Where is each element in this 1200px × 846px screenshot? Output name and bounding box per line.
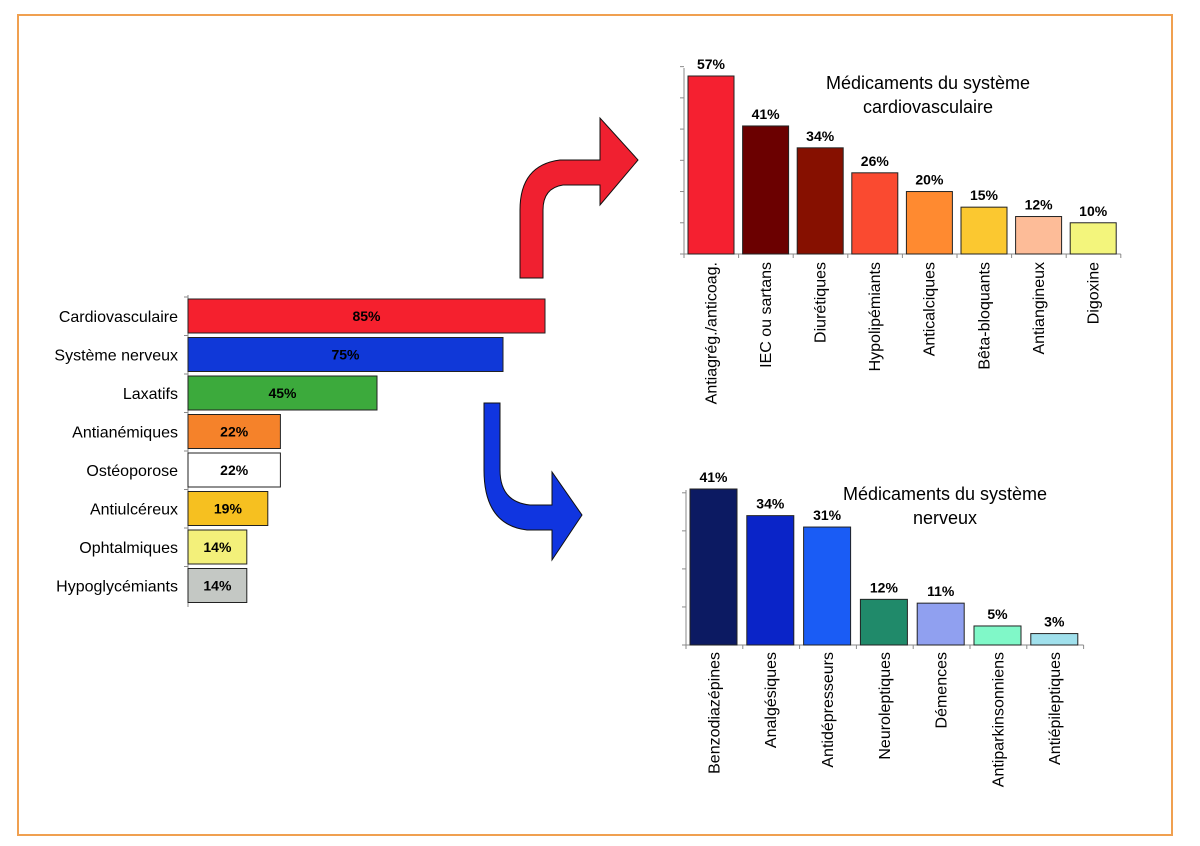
bar-value-label: 12% — [870, 579, 899, 595]
bar — [851, 172, 899, 255]
hbar-bar — [187, 568, 248, 603]
bar — [859, 598, 908, 646]
bar-value-label: 34% — [756, 496, 785, 512]
bar-value-label: 5% — [987, 606, 1008, 622]
bar-value-label: 12% — [1025, 197, 1054, 213]
bar-value-label: 11% — [927, 583, 955, 599]
bar-value-label: 41% — [699, 469, 728, 485]
hbar-category-label: Hypoglycémiants — [56, 579, 178, 596]
hbar-value-label: 19% — [214, 501, 243, 517]
hbar-category-label: Système nerveux — [54, 348, 178, 365]
x-tick-label: Benzodiazépines — [706, 652, 723, 774]
cardio-title-line1: Médicaments du système — [826, 73, 1030, 93]
hbar-category-label: Laxatifs — [123, 386, 178, 403]
x-tick-label: Hypolipémiants — [867, 262, 884, 371]
bar-value-label: 26% — [861, 153, 890, 169]
red-arrow — [519, 116, 639, 279]
hbar-value-label: 22% — [220, 424, 249, 440]
x-tick-label: Antiagrég./anticoag. — [703, 262, 720, 404]
bar — [746, 515, 795, 646]
hbar-category-label: Ophtalmiques — [79, 540, 178, 557]
x-tick-label: Antiangineux — [1031, 262, 1048, 355]
x-tick-label: Bêta-bloquants — [976, 262, 993, 370]
x-tick-label: Neuroleptiques — [877, 652, 894, 760]
x-tick-label: Digoxine — [1086, 262, 1103, 324]
x-tick-label: Analgésiques — [763, 652, 780, 748]
bar-value-label: 3% — [1044, 614, 1065, 630]
nervous-title-line1: Médicaments du système — [843, 484, 1047, 504]
bar — [916, 602, 965, 646]
x-tick-label: Antidépresseurs — [820, 652, 837, 768]
x-tick-label: Démences — [934, 652, 951, 728]
hbar-category-label: Cardiovasculaire — [59, 309, 178, 326]
bar — [742, 125, 790, 255]
hbar-value-label: 22% — [220, 462, 249, 478]
hbar-bar — [187, 414, 281, 449]
cardiovascular-bar-chart: Médicaments du système cardiovasculaire … — [680, 56, 1122, 404]
hbar-value-label: 75% — [331, 347, 360, 363]
bar-value-label: 10% — [1079, 203, 1108, 219]
bar — [689, 488, 738, 646]
main-horizontal-bar-chart: Cardiovasculaire 85% Système nerveux 75% Lax… — [54, 295, 546, 607]
nervous-system-bar-chart: Médicaments du système nerveux 41% Benzod… — [682, 469, 1085, 787]
bar — [905, 191, 953, 255]
bar-value-label: 31% — [813, 507, 842, 523]
bar — [1015, 216, 1063, 255]
x-tick-label: Diurétiques — [813, 262, 830, 343]
bar — [960, 206, 1008, 255]
hbar-value-label: 14% — [203, 539, 232, 555]
hbar-value-label: 85% — [352, 308, 381, 324]
hbar-bar — [187, 298, 546, 334]
hbar-category-label: Antianémiques — [72, 425, 178, 442]
nervous-title-line2: nerveux — [913, 508, 977, 528]
bar — [687, 75, 735, 255]
hbar-category-label: Antiulcéreux — [90, 502, 178, 519]
bar — [973, 625, 1022, 646]
bar-value-label: 57% — [697, 56, 726, 72]
bar — [796, 147, 844, 255]
bar — [803, 526, 852, 646]
hbar-bar — [187, 375, 378, 411]
x-tick-label: Anticalciques — [922, 262, 939, 356]
bar — [1030, 633, 1079, 646]
bar-value-label: 15% — [970, 187, 999, 203]
x-tick-label: Antiparkinsonniens — [990, 652, 1007, 787]
figure-frame — [17, 14, 1173, 836]
cardio-title-line2: cardiovasculaire — [863, 97, 993, 117]
hbar-bar — [187, 529, 248, 565]
hbar-category-label: Ostéoporose — [86, 463, 178, 480]
hbar-bar — [187, 491, 269, 526]
blue-arrow — [483, 402, 583, 562]
hbar-value-label: 14% — [203, 578, 232, 594]
bar — [1069, 222, 1117, 255]
hbar-bar — [187, 452, 281, 488]
x-tick-label: Antiépileptiques — [1047, 652, 1064, 765]
bar-value-label: 34% — [806, 128, 835, 144]
bar-value-label: 41% — [752, 106, 781, 122]
bar-value-label: 20% — [915, 172, 944, 188]
hbar-value-label: 45% — [268, 385, 297, 401]
hbar-bar — [187, 337, 504, 372]
x-tick-label: IEC ou sartans — [758, 262, 775, 368]
